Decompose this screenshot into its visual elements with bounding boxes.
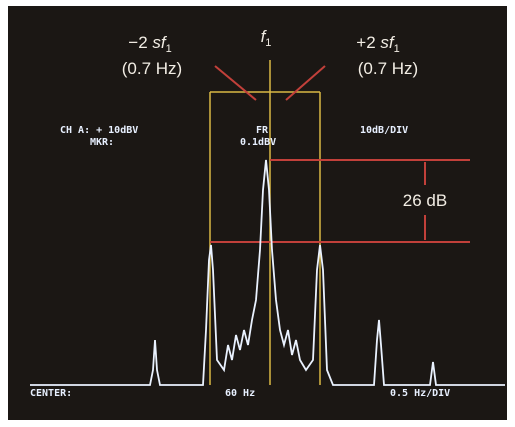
center-label: CENTER: (30, 388, 72, 399)
spectrum-trace (30, 159, 505, 386)
left-freq: (0.7 Hz) (122, 59, 182, 78)
level-label: 26 dB (403, 191, 447, 210)
channel: CH A: + 10dBV (60, 125, 138, 136)
freq-flag: FR (256, 125, 269, 136)
red-lines (210, 65, 470, 243)
center-value: 60 Hz (225, 388, 255, 399)
marker-value: 0.1dBV (240, 137, 276, 148)
right-freq: (0.7 Hz) (358, 59, 418, 78)
scale: 10dB/DIV (360, 125, 408, 136)
right-label: +2 sf1 (356, 33, 399, 55)
span: 0.5 Hz/DIV (390, 388, 450, 399)
screen (8, 6, 507, 420)
left-label: −2 sf1 (128, 33, 171, 55)
marker-label: MKR: (90, 137, 114, 148)
center-label: f1 (261, 27, 272, 49)
